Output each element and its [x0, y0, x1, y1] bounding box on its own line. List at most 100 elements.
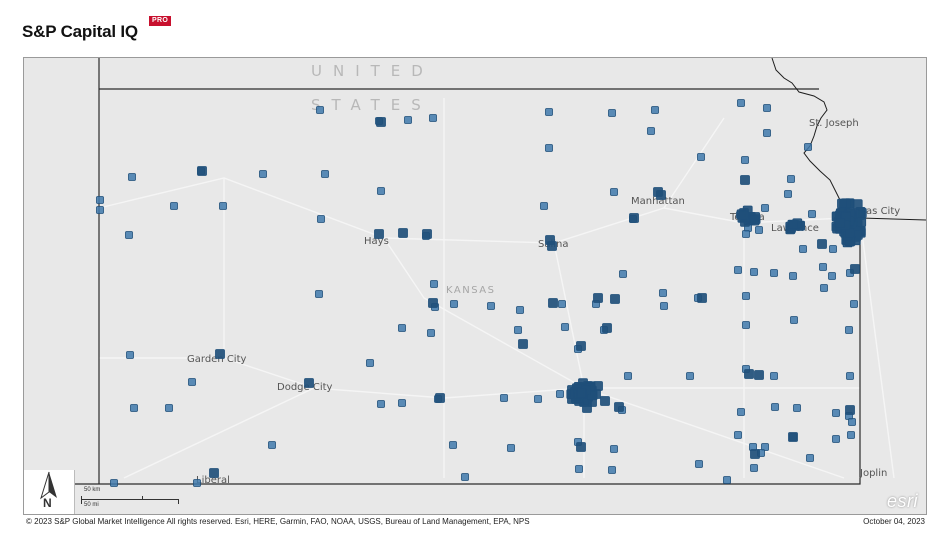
location-marker[interactable]	[829, 245, 837, 253]
location-marker[interactable]	[848, 418, 856, 426]
location-marker[interactable]	[422, 229, 432, 239]
location-marker[interactable]	[429, 114, 437, 122]
location-marker[interactable]	[614, 402, 624, 412]
location-marker[interactable]	[761, 204, 769, 212]
location-marker[interactable]	[787, 219, 798, 230]
location-marker[interactable]	[737, 408, 745, 416]
location-marker[interactable]	[624, 372, 632, 380]
location-marker[interactable]	[518, 339, 528, 349]
location-marker[interactable]	[697, 293, 707, 303]
location-marker[interactable]	[686, 372, 694, 380]
location-marker[interactable]	[430, 280, 438, 288]
location-marker[interactable]	[600, 396, 610, 406]
location-marker[interactable]	[845, 326, 853, 334]
location-marker[interactable]	[576, 442, 586, 452]
location-marker[interactable]	[545, 108, 553, 116]
location-marker[interactable]	[749, 215, 760, 226]
location-marker[interactable]	[209, 468, 219, 478]
location-marker[interactable]	[316, 106, 324, 114]
location-marker[interactable]	[259, 170, 267, 178]
location-marker[interactable]	[742, 292, 750, 300]
location-marker[interactable]	[561, 323, 569, 331]
location-marker[interactable]	[789, 272, 797, 280]
location-marker[interactable]	[366, 359, 374, 367]
location-marker[interactable]	[835, 217, 845, 228]
location-marker[interactable]	[215, 349, 225, 359]
location-marker[interactable]	[576, 341, 586, 351]
location-marker[interactable]	[516, 306, 524, 314]
location-marker[interactable]	[608, 109, 616, 117]
location-marker[interactable]	[461, 473, 469, 481]
location-marker[interactable]	[317, 215, 325, 223]
location-marker[interactable]	[742, 230, 750, 238]
location-marker[interactable]	[398, 324, 406, 332]
location-marker[interactable]	[763, 129, 771, 137]
location-marker[interactable]	[817, 239, 827, 249]
location-marker[interactable]	[788, 432, 798, 442]
location-marker[interactable]	[659, 289, 667, 297]
location-marker[interactable]	[304, 378, 314, 388]
location-marker[interactable]	[545, 144, 553, 152]
location-marker[interactable]	[819, 263, 827, 271]
location-marker[interactable]	[763, 104, 771, 112]
location-marker[interactable]	[742, 321, 750, 329]
location-marker[interactable]	[500, 394, 508, 402]
location-marker[interactable]	[770, 269, 778, 277]
location-marker[interactable]	[374, 229, 384, 239]
location-marker[interactable]	[750, 464, 758, 472]
location-marker[interactable]	[487, 302, 495, 310]
location-marker[interactable]	[695, 460, 703, 468]
location-marker[interactable]	[850, 300, 858, 308]
location-marker[interactable]	[697, 153, 705, 161]
location-marker[interactable]	[449, 441, 457, 449]
location-marker[interactable]	[608, 466, 616, 474]
location-marker[interactable]	[804, 143, 812, 151]
location-marker[interactable]	[820, 284, 828, 292]
location-marker[interactable]	[450, 300, 458, 308]
location-marker[interactable]	[130, 404, 138, 412]
location-marker[interactable]	[610, 188, 618, 196]
location-marker[interactable]	[321, 170, 329, 178]
location-marker[interactable]	[576, 388, 587, 399]
location-marker[interactable]	[737, 99, 745, 107]
location-marker[interactable]	[754, 370, 764, 380]
location-marker[interactable]	[651, 106, 659, 114]
location-marker[interactable]	[740, 175, 750, 185]
location-marker[interactable]	[739, 210, 749, 221]
location-marker[interactable]	[398, 399, 406, 407]
location-marker[interactable]	[575, 465, 583, 473]
location-marker[interactable]	[656, 190, 666, 200]
location-marker[interactable]	[629, 213, 639, 223]
location-marker[interactable]	[427, 329, 435, 337]
location-marker[interactable]	[376, 117, 386, 127]
location-marker[interactable]	[377, 400, 385, 408]
location-marker[interactable]	[428, 298, 438, 308]
location-marker[interactable]	[377, 187, 385, 195]
location-marker[interactable]	[734, 431, 742, 439]
location-marker[interactable]	[771, 403, 779, 411]
map-canvas[interactable]: UNITED STATES KANSAS St. Joseph Manhattan…	[24, 58, 926, 514]
location-marker[interactable]	[784, 190, 792, 198]
location-marker[interactable]	[404, 116, 412, 124]
location-marker[interactable]	[790, 316, 798, 324]
location-marker[interactable]	[837, 198, 847, 209]
location-marker[interactable]	[734, 266, 742, 274]
location-marker[interactable]	[832, 435, 840, 443]
location-marker[interactable]	[219, 202, 227, 210]
location-marker[interactable]	[534, 395, 542, 403]
location-marker[interactable]	[170, 202, 178, 210]
location-marker[interactable]	[744, 369, 754, 379]
location-marker[interactable]	[828, 272, 836, 280]
location-marker[interactable]	[660, 302, 668, 310]
location-marker[interactable]	[96, 206, 104, 214]
location-marker[interactable]	[125, 231, 133, 239]
location-marker[interactable]	[602, 323, 612, 333]
location-marker[interactable]	[610, 294, 620, 304]
location-marker[interactable]	[398, 228, 408, 238]
location-marker[interactable]	[193, 479, 201, 487]
location-marker[interactable]	[548, 298, 558, 308]
location-marker[interactable]	[750, 268, 758, 276]
location-marker[interactable]	[435, 393, 445, 403]
location-marker[interactable]	[268, 441, 276, 449]
location-marker[interactable]	[197, 166, 207, 176]
